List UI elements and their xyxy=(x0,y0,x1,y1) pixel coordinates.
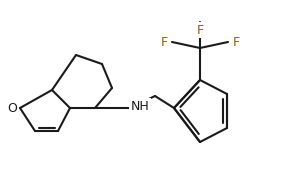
Text: F: F xyxy=(160,36,168,49)
Text: O: O xyxy=(7,102,17,115)
Text: F: F xyxy=(232,36,239,49)
Text: NH: NH xyxy=(131,100,150,113)
Text: F: F xyxy=(197,23,204,36)
